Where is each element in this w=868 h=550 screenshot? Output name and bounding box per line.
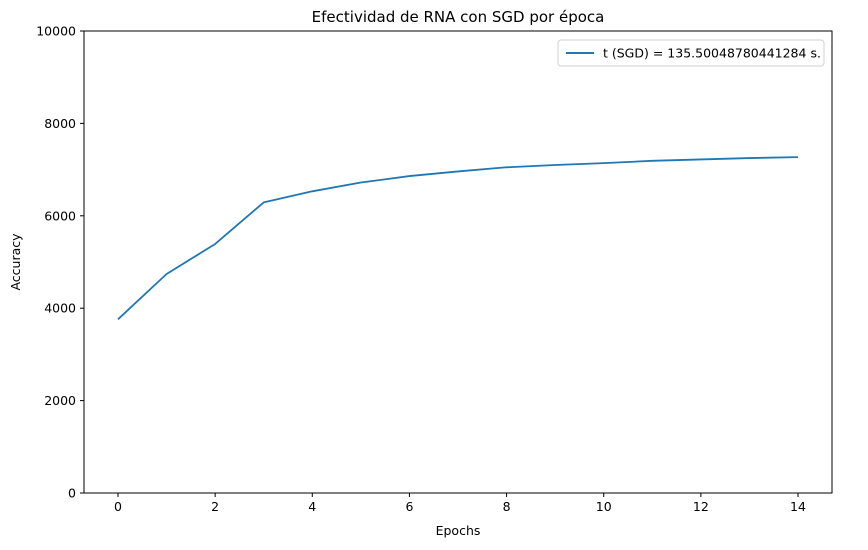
data-point [116,317,120,321]
data-point [262,200,266,204]
data-point [553,163,557,167]
legend-label: t (SGD) = 135.50048780441284 s. [603,46,821,61]
data-point [699,157,703,161]
y-tick-label: 10000 [36,24,76,39]
plot-frame [83,30,833,494]
data-point [164,272,168,276]
data-point [359,180,363,184]
data-point [602,161,606,165]
data-point [796,155,800,159]
data-point [456,169,460,173]
x-tick-label: 4 [308,499,316,514]
y-tick-label: 4000 [44,301,76,316]
y-tick-label: 6000 [44,208,76,223]
chart-title: Efectividad de RNA con SGD por época [312,8,605,26]
y-tick-label: 8000 [44,116,76,131]
data-point [310,189,314,193]
x-axis-label: Epochs [436,523,481,538]
data-point [407,174,411,178]
y-tick-label: 2000 [44,393,76,408]
x-tick-label: 8 [503,499,511,514]
data-point [213,242,217,246]
data-point [650,159,654,163]
y-axis-label: Accuracy [8,233,23,291]
x-tick-label: 14 [790,499,806,514]
x-tick-label: 12 [693,499,709,514]
x-tick-label: 10 [596,499,612,514]
data-point [504,165,508,169]
series-line [117,156,799,320]
x-tick-label: 0 [114,499,122,514]
y-tick-label: 0 [68,486,76,501]
x-tick-label: 6 [405,499,413,514]
legend-box [557,39,825,67]
data-point [747,156,751,160]
legend: t (SGD) = 135.50048780441284 s. [557,39,825,67]
x-tick-label: 2 [211,499,219,514]
